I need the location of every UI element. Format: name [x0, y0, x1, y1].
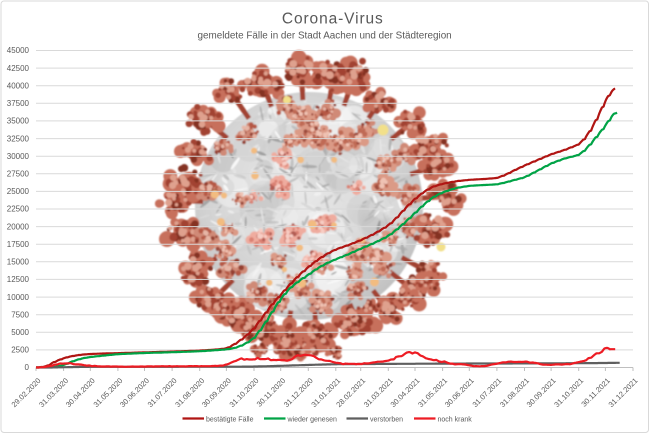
svg-text:40000: 40000 [7, 81, 30, 90]
svg-text:42500: 42500 [7, 64, 30, 73]
svg-text:gemeldete Fälle in der Stadt A: gemeldete Fälle in der Stadt Aachen und … [198, 30, 452, 41]
svg-text:wieder genesen: wieder genesen [287, 416, 338, 423]
svg-text:22500: 22500 [7, 205, 30, 214]
svg-text:32500: 32500 [7, 134, 30, 143]
svg-text:27500: 27500 [7, 170, 30, 179]
svg-text:12500: 12500 [7, 275, 30, 284]
svg-text:45000: 45000 [7, 46, 30, 55]
svg-text:35000: 35000 [7, 117, 30, 126]
svg-text:5000: 5000 [11, 328, 29, 337]
svg-text:25000: 25000 [7, 187, 30, 196]
svg-text:Corona-Virus: Corona-Virus [282, 10, 384, 27]
svg-text:bestätigte Fälle: bestätigte Fälle [206, 416, 254, 423]
svg-text:10000: 10000 [7, 293, 30, 302]
svg-text:20000: 20000 [7, 222, 30, 231]
svg-text:7500: 7500 [11, 310, 29, 319]
svg-text:30000: 30000 [7, 152, 30, 161]
svg-text:2500: 2500 [11, 346, 29, 355]
svg-text:0: 0 [25, 363, 30, 372]
svg-text:17500: 17500 [7, 240, 30, 249]
svg-text:37500: 37500 [7, 99, 30, 108]
svg-text:noch krank: noch krank [438, 416, 473, 423]
svg-text:verstorben: verstorben [370, 416, 403, 423]
svg-text:15000: 15000 [7, 258, 30, 267]
